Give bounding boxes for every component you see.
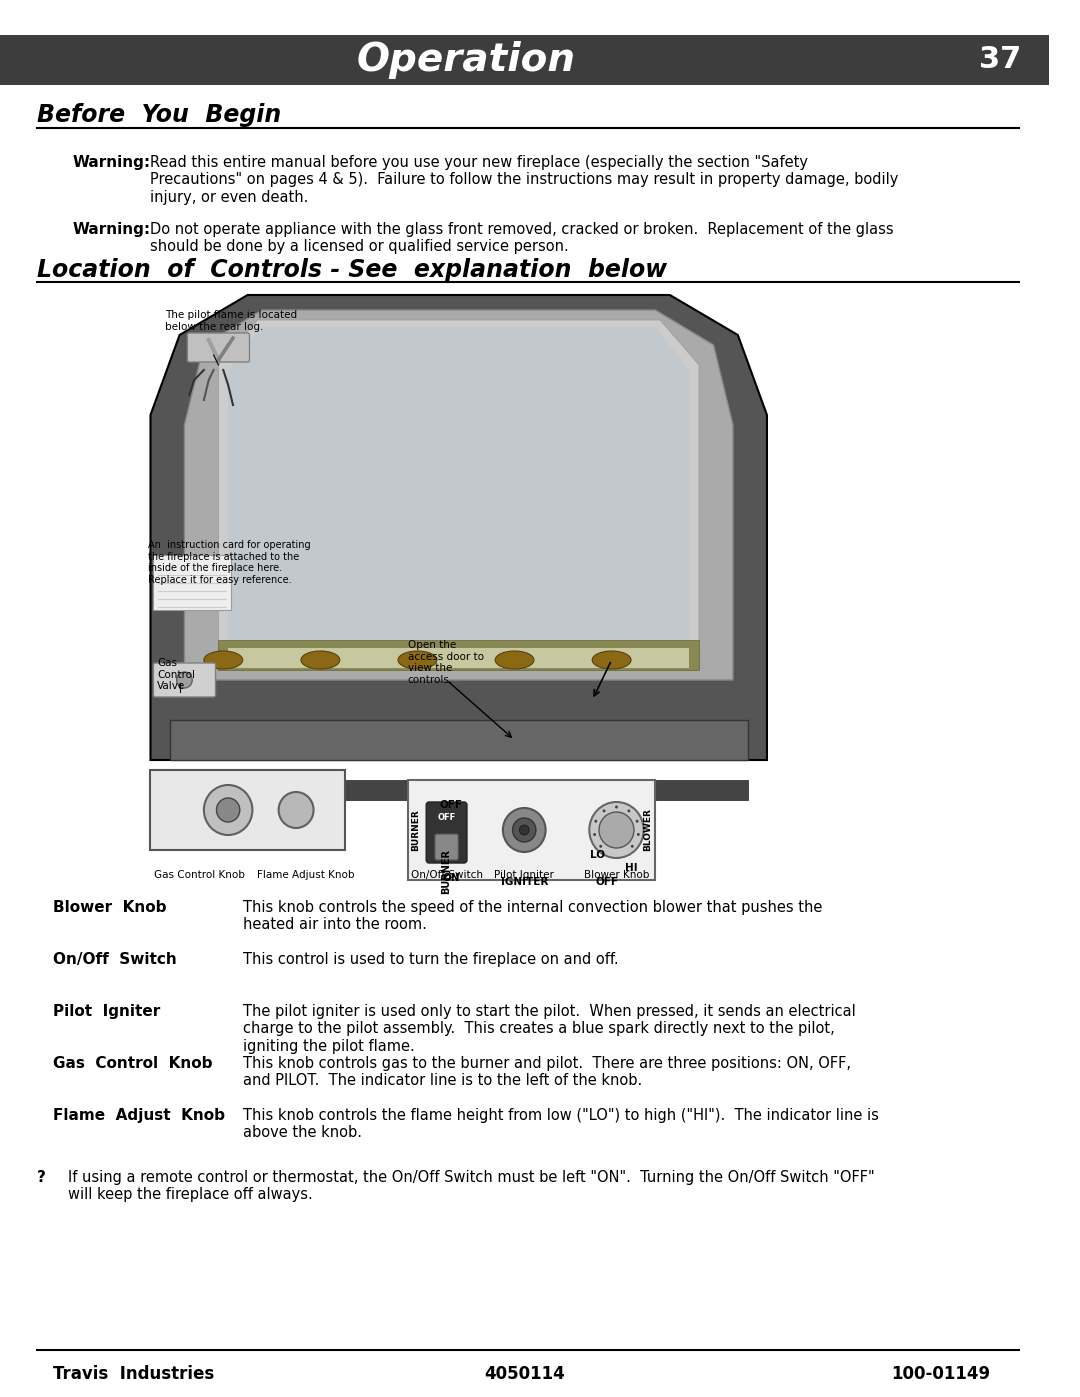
Text: Travis  Industries: Travis Industries [53,1365,215,1383]
Ellipse shape [495,651,534,669]
FancyBboxPatch shape [150,770,345,849]
FancyBboxPatch shape [218,640,699,671]
Text: OFF: OFF [595,877,618,887]
Text: Do not operate appliance with the glass front removed, cracked or broken.  Repla: Do not operate appliance with the glass … [150,222,894,254]
Text: OFF: OFF [440,800,463,810]
Circle shape [593,833,596,835]
Circle shape [603,809,606,813]
Text: HI: HI [624,863,637,873]
Text: This knob controls the speed of the internal convection blower that pushes the
h: This knob controls the speed of the inte… [243,900,822,932]
Circle shape [519,826,529,835]
Text: BLOWER: BLOWER [643,809,652,851]
Text: On/Off Switch: On/Off Switch [410,870,483,880]
Circle shape [615,806,618,809]
Text: OFF: OFF [437,813,456,823]
Circle shape [637,833,639,835]
FancyBboxPatch shape [427,802,467,863]
Circle shape [627,809,631,813]
Circle shape [279,792,313,828]
Circle shape [590,802,644,858]
Text: Before  You  Begin: Before You Begin [37,103,281,127]
Text: If using a remote control or thermostat, the On/Off Switch must be left "ON".  T: If using a remote control or thermostat,… [68,1171,875,1203]
Text: Location  of  Controls - See  explanation  below: Location of Controls - See explanation b… [37,258,667,282]
Circle shape [599,812,634,848]
Circle shape [216,798,240,821]
Text: This knob controls the flame height from low ("LO") to high ("HI").  The indicat: This knob controls the flame height from… [243,1108,879,1140]
FancyBboxPatch shape [187,332,249,362]
Text: ON: ON [440,835,454,845]
Text: The pilot flame is located
below the rear log.: The pilot flame is located below the rea… [165,310,297,331]
FancyBboxPatch shape [153,555,231,610]
Text: ?: ? [37,1171,45,1185]
Text: ON: ON [443,873,460,883]
Circle shape [473,807,478,813]
Polygon shape [185,310,733,680]
Circle shape [204,785,253,835]
Text: 37: 37 [978,46,1021,74]
Text: IGNITER: IGNITER [500,877,548,887]
Text: LO: LO [590,849,605,861]
Ellipse shape [301,651,340,669]
Text: Gas
Control
Valve: Gas Control Valve [158,658,195,692]
Text: BURNER: BURNER [411,809,420,851]
Text: Pilot  Igniter: Pilot Igniter [53,1004,161,1018]
Text: BURNER: BURNER [442,849,451,894]
FancyBboxPatch shape [153,664,216,697]
FancyBboxPatch shape [170,719,747,760]
Text: Blower  Knob: Blower Knob [53,900,167,915]
Text: Gas  Control  Knob: Gas Control Knob [53,1056,213,1071]
Text: Flame Adjust Knob: Flame Adjust Knob [257,870,354,880]
Text: Read this entire manual before you use your new fireplace (especially the sectio: Read this entire manual before you use y… [150,155,899,205]
Polygon shape [150,295,767,760]
Text: Blower Knob: Blower Knob [584,870,649,880]
Text: This knob controls gas to the burner and pilot.  There are three positions: ON, : This knob controls gas to the burner and… [243,1056,851,1088]
Ellipse shape [204,651,243,669]
Circle shape [636,820,638,823]
Circle shape [177,672,192,687]
Polygon shape [228,327,689,665]
Polygon shape [218,320,699,671]
FancyBboxPatch shape [0,35,1049,85]
FancyBboxPatch shape [228,648,689,668]
Circle shape [492,807,498,813]
Text: Open the
access door to
view the
controls.: Open the access door to view the control… [408,640,484,685]
Circle shape [512,807,517,813]
Ellipse shape [592,651,631,669]
Text: Flame  Adjust  Knob: Flame Adjust Knob [53,1108,226,1123]
Text: Pilot Igniter: Pilot Igniter [495,870,554,880]
Text: This control is used to turn the fireplace on and off.: This control is used to turn the firepla… [243,951,619,967]
Circle shape [513,819,536,842]
Circle shape [599,845,603,848]
Text: Operation: Operation [356,41,576,80]
FancyBboxPatch shape [408,780,656,880]
FancyBboxPatch shape [435,834,458,861]
Circle shape [503,807,545,852]
Text: 4050114: 4050114 [484,1365,565,1383]
Text: Warning:: Warning: [72,155,151,170]
FancyBboxPatch shape [170,780,747,800]
Text: 100-01149: 100-01149 [891,1365,990,1383]
Ellipse shape [399,651,437,669]
Circle shape [631,845,634,848]
Circle shape [594,820,597,823]
Text: On/Off  Switch: On/Off Switch [53,951,177,967]
Text: Warning:: Warning: [72,222,151,237]
Text: The pilot igniter is used only to start the pilot.  When pressed, it sends an el: The pilot igniter is used only to start … [243,1004,855,1053]
Text: An  instruction card for operating
the fireplace is attached to the
inside of th: An instruction card for operating the fi… [148,541,310,585]
Text: Gas Control Knob: Gas Control Knob [153,870,244,880]
